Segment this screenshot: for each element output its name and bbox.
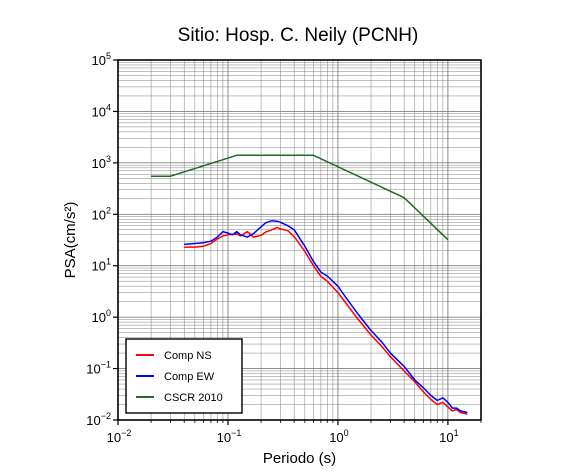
y-tick-label: 104 — [92, 102, 111, 119]
x-tick-label: 100 — [329, 428, 348, 445]
y-tick-label: 10−1 — [86, 360, 111, 377]
y-axis-label: PSA(cm/s²) — [62, 202, 79, 279]
tick-layer: 10−2 10−1 100 101 10−2 10−1 100 101 102 103 104 105 — [86, 51, 482, 445]
y-tick-label: 103 — [92, 154, 111, 171]
x-tick-label: 10−1 — [217, 428, 242, 445]
y-tick-label: 10−2 — [86, 411, 111, 428]
y-tick-label: 100 — [92, 308, 111, 325]
series-layer — [151, 154, 468, 415]
x-tick-label: 101 — [439, 428, 458, 445]
legend-label-3: CSCR 2010 — [164, 392, 223, 404]
x-tick-label: 10−2 — [107, 428, 132, 445]
legend: Comp NS Comp EW CSCR 2010 — [125, 338, 243, 414]
grid — [117, 59, 482, 421]
x-axis-label: Periodo (s) — [263, 450, 336, 467]
chart-title: Sitio: Hosp. C. Neily (PCNH) — [178, 25, 419, 46]
series-line-2 — [184, 219, 468, 414]
y-tick-label: 101 — [92, 257, 111, 274]
series-line-3 — [151, 154, 449, 241]
y-tick-label: 102 — [92, 205, 111, 222]
legend-label-2: Comp EW — [164, 371, 215, 383]
legend-label-1: Comp NS — [164, 350, 212, 362]
plot-frame — [117, 59, 482, 421]
y-tick-label: 105 — [92, 51, 111, 68]
